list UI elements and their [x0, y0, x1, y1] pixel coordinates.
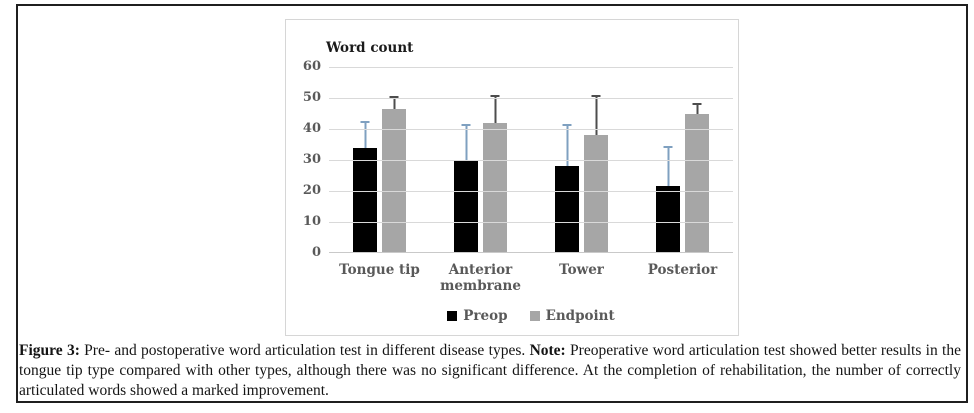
x-axis-category-row: Tongue tip Anterior membrane Tower Posterio…: [329, 262, 733, 294]
y-tick-label: 60: [302, 59, 321, 74]
gridline: [329, 222, 733, 223]
y-tick-label: 50: [302, 90, 321, 105]
category-label: Tongue tip: [339, 262, 420, 278]
error-bar-line: [696, 102, 698, 114]
error-bar-cap: [461, 124, 471, 127]
gridline: [329, 252, 733, 253]
error-bar-line: [494, 94, 496, 123]
error-bar-line: [566, 124, 568, 167]
error-bar-line: [595, 94, 597, 136]
y-tick-label: 20: [302, 183, 321, 198]
gridline: [329, 191, 733, 192]
category-label: Tower: [559, 262, 604, 278]
error-bar-cap: [663, 146, 673, 149]
error-bar: [663, 146, 673, 187]
error-bar-cap: [591, 94, 601, 97]
bar-group: [430, 67, 531, 253]
caption-figure-label: Figure 3:: [19, 342, 80, 359]
bar-group: [531, 67, 632, 253]
error-bar-line: [667, 146, 669, 187]
bar-preop: [555, 124, 579, 253]
y-axis: 0 10 20 30 40 50 60: [286, 59, 321, 260]
error-bar-line: [364, 121, 366, 148]
bar-group: [329, 67, 430, 253]
error-bar: [490, 94, 500, 123]
gridline: [329, 67, 733, 68]
y-tick-label: 40: [302, 121, 321, 136]
chart-panel: Word count 0 10 20 30 40 50 60 Tongue tip Anter…: [285, 19, 739, 336]
error-bar: [692, 102, 702, 114]
y-tick-label: 10: [302, 214, 321, 229]
y-tick-label: 30: [302, 152, 321, 167]
bar-endpoint: [382, 96, 406, 253]
category-label: Posterior: [647, 262, 718, 278]
bar-group: [632, 67, 733, 253]
error-bar-cap: [389, 96, 399, 99]
chart-title: Word count: [326, 40, 414, 56]
bar-preop: [454, 124, 478, 253]
error-bar: [360, 121, 370, 148]
error-bar-cap: [360, 121, 370, 124]
bar-preop: [353, 121, 377, 253]
bar-endpoint: [685, 102, 709, 253]
y-tick-label: 0: [311, 245, 321, 260]
error-bar: [591, 94, 601, 136]
error-bar-line: [393, 96, 395, 109]
error-bar: [389, 96, 399, 109]
legend-swatch: [529, 311, 540, 321]
caption-note-label: Note:: [529, 342, 566, 359]
legend-label: Endpoint: [545, 308, 615, 324]
legend: Preop Endpoint: [329, 308, 733, 324]
caption-text-1: Pre- and postoperative word articulation…: [79, 342, 530, 359]
figure-border: Word count 0 10 20 30 40 50 60 Tongue tip Anter…: [16, 4, 968, 403]
error-bar: [562, 124, 572, 167]
gridline: [329, 98, 733, 99]
error-bar-cap: [692, 102, 702, 105]
error-bar-cap: [562, 124, 572, 127]
category-label: Anterior membrane: [440, 262, 521, 294]
error-bar-cap: [490, 94, 500, 97]
legend-label: Preop: [463, 308, 508, 324]
error-bar: [461, 124, 471, 160]
gridline: [329, 129, 733, 130]
bar-endpoint: [584, 94, 608, 253]
plot-area: [329, 67, 733, 253]
legend-item-preop: Preop: [447, 308, 508, 324]
bar-preop: [656, 146, 680, 253]
gridline: [329, 160, 733, 161]
legend-item-endpoint: Endpoint: [529, 308, 615, 324]
caption-text-2: Preoperative word articulation test show…: [19, 342, 961, 399]
legend-swatch: [447, 311, 458, 321]
error-bar-line: [465, 124, 467, 160]
bar-groups: [329, 67, 733, 253]
bar-endpoint: [483, 94, 507, 253]
figure-caption: Figure 3: Pre- and postoperative word ar…: [19, 341, 961, 401]
